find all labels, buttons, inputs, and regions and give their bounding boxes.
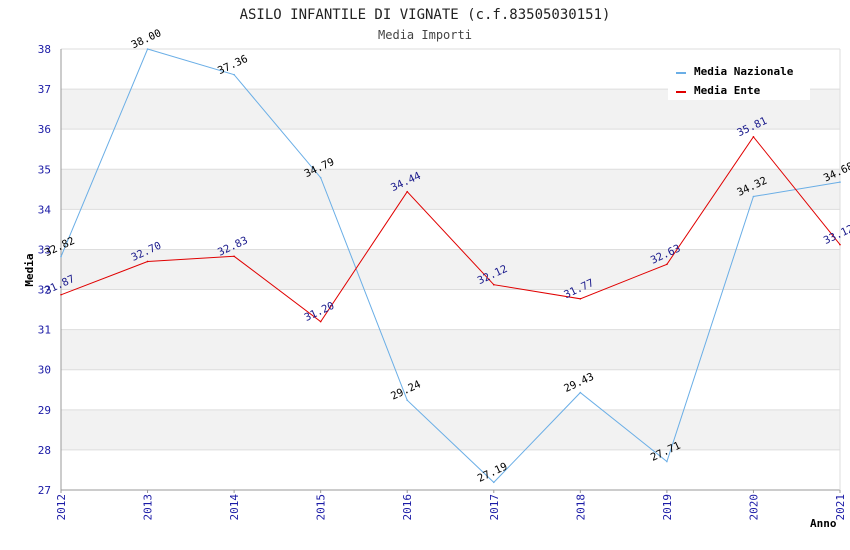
data-point (233, 255, 235, 258)
x-tick-label: 2015 (315, 494, 328, 521)
x-tick-label: 2012 (55, 494, 68, 521)
x-tick-label: 2016 (401, 494, 414, 521)
y-tick-label: 38 (38, 43, 51, 56)
chart-title: ASILO INFANTILE DI VIGNATE (c.f.83505030… (240, 7, 611, 23)
grid-band (61, 169, 840, 210)
legend-item-media-nazionale: Media Nazionale (694, 65, 794, 78)
data-point (319, 320, 322, 323)
data-point (666, 460, 668, 463)
y-axis-label: Media (23, 253, 36, 286)
series-line-media-nazionale (60, 48, 841, 484)
data-point (146, 260, 149, 263)
grid-band (61, 329, 840, 370)
y-tick-label: 37 (38, 83, 51, 96)
data-label: 29.43 (562, 371, 596, 395)
x-tick-label: 2018 (574, 494, 587, 521)
data-point (406, 399, 409, 401)
x-tick-label: 2019 (661, 494, 674, 521)
data-point (839, 181, 841, 183)
y-tick-label: 35 (38, 163, 51, 176)
x-axis-label: Anno (810, 517, 837, 530)
data-point (146, 48, 149, 50)
data-point (752, 195, 755, 198)
data-label: 37.36 (216, 53, 250, 77)
data-label: 31.87 (43, 273, 77, 297)
data-label: 38.00 (129, 27, 163, 51)
y-tick-label: 27 (38, 484, 51, 497)
grid-bands (61, 89, 840, 450)
x-tick-labels: 2012 2013 2014 2015 2016 2017 2018 2019 2020 2021 (55, 494, 847, 521)
grid-band (61, 409, 840, 450)
data-point (60, 293, 62, 296)
data-point (60, 255, 62, 258)
x-tick-label: 2013 (142, 494, 155, 521)
data-point (319, 176, 322, 179)
data-point (752, 135, 755, 138)
y-tick-label: 32 (38, 284, 51, 297)
x-tick-label: 2014 (228, 494, 241, 521)
y-tick-label: 29 (38, 404, 51, 417)
data-point (233, 73, 235, 76)
y-tick-label: 36 (38, 123, 51, 136)
data-point (579, 297, 582, 300)
axes (60, 49, 841, 493)
y-tick-label: 34 (38, 203, 52, 216)
data-label: 29.24 (389, 378, 423, 402)
data-point (406, 190, 409, 193)
y-tick-label: 28 (38, 444, 51, 457)
series-line-media-ente (60, 135, 841, 323)
data-label: 33.12 (822, 223, 850, 247)
legend: Media Nazionale Media Ente (668, 60, 810, 100)
y-tick-labels: 27 28 29 30 31 32 33 34 35 36 37 38 (38, 43, 52, 497)
legend-box (668, 60, 810, 100)
series-lines (60, 48, 841, 484)
x-tick-label: 2021 (834, 494, 847, 521)
grid-band (61, 249, 840, 290)
x-tick-label: 2017 (488, 494, 501, 521)
x-tick-label: 2020 (747, 494, 760, 521)
data-point (492, 481, 495, 484)
y-tick-label: 31 (38, 324, 51, 337)
y-tick-label: 33 (38, 243, 51, 256)
data-point (579, 391, 582, 394)
data-point (492, 283, 495, 286)
chart-subtitle: Media Importi (378, 28, 472, 42)
data-point (666, 263, 668, 266)
legend-item-media-ente: Media Ente (694, 84, 761, 97)
y-tick-label: 30 (38, 364, 51, 377)
data-point (839, 243, 841, 246)
